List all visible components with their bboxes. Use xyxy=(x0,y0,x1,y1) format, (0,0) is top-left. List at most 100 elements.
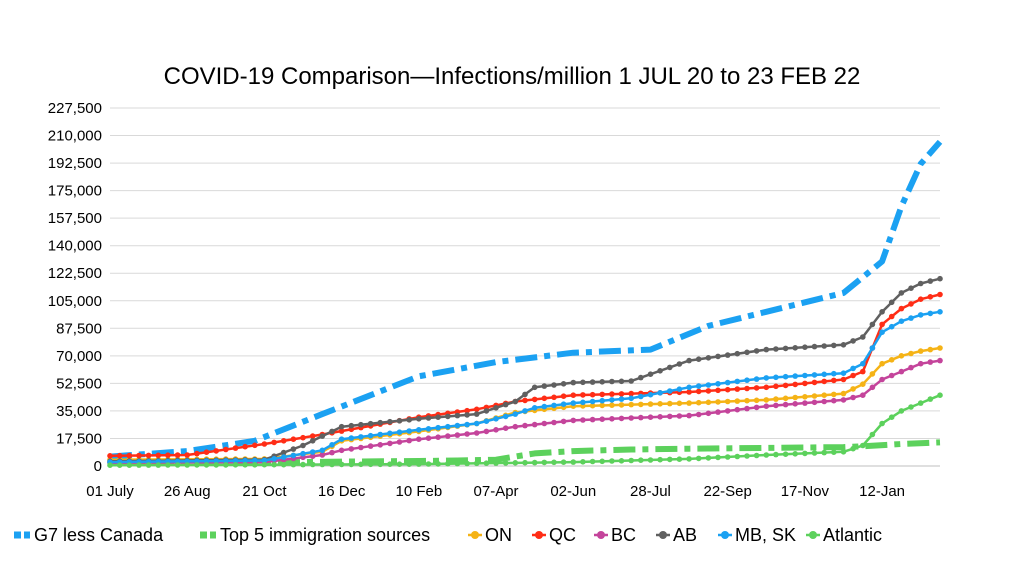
data-point xyxy=(850,445,856,452)
data-point xyxy=(290,452,297,459)
data-point xyxy=(329,428,335,435)
data-point xyxy=(174,462,181,468)
series-on xyxy=(107,345,943,463)
data-point xyxy=(831,449,837,456)
data-point xyxy=(319,447,326,454)
data-point xyxy=(551,394,557,401)
data-point xyxy=(358,444,364,451)
data-point xyxy=(319,452,326,458)
data-point xyxy=(917,400,924,406)
data-point xyxy=(589,458,596,465)
data-point xyxy=(329,461,335,468)
data-point xyxy=(888,414,895,421)
data-point xyxy=(174,452,181,458)
data-point xyxy=(406,461,413,468)
legend-label: QC xyxy=(549,525,576,545)
data-point xyxy=(850,365,856,372)
data-point xyxy=(396,429,403,436)
data-point xyxy=(290,436,297,443)
data-point xyxy=(136,452,142,459)
data-point xyxy=(416,427,422,433)
data-point xyxy=(551,402,557,409)
data-point xyxy=(860,334,866,340)
x-tick-label: 17-Nov xyxy=(781,483,830,500)
data-point xyxy=(657,401,663,407)
data-point xyxy=(695,399,702,406)
legend-marker xyxy=(721,531,729,539)
data-point xyxy=(435,424,441,431)
data-point xyxy=(773,451,779,458)
data-point xyxy=(290,461,297,468)
data-point xyxy=(792,345,798,351)
data-point xyxy=(618,396,625,402)
data-point xyxy=(744,349,750,356)
data-point xyxy=(840,342,847,348)
data-point xyxy=(773,402,779,409)
data-point xyxy=(753,452,760,459)
data-point xyxy=(715,353,721,360)
data-point xyxy=(686,389,692,395)
legend-item: MB, SK xyxy=(718,525,796,545)
data-point xyxy=(213,448,219,454)
data-point xyxy=(541,459,548,466)
data-point xyxy=(396,461,403,468)
data-point xyxy=(831,397,837,404)
y-tick-label: 192,500 xyxy=(48,155,102,172)
data-point xyxy=(647,457,654,463)
data-point xyxy=(917,360,924,367)
data-point xyxy=(860,368,866,375)
data-point xyxy=(580,379,586,386)
data-point xyxy=(657,456,663,463)
data-point xyxy=(541,395,548,402)
data-point xyxy=(309,453,316,460)
data-point xyxy=(821,392,827,399)
data-point xyxy=(589,416,596,423)
data-point xyxy=(599,397,605,404)
data-point xyxy=(280,449,287,456)
data-point xyxy=(309,433,316,439)
data-point xyxy=(396,439,403,445)
data-point xyxy=(570,379,577,386)
data-point xyxy=(763,346,770,353)
data-point xyxy=(831,342,837,349)
data-point xyxy=(638,457,644,464)
data-point xyxy=(831,370,837,377)
data-point xyxy=(744,397,750,404)
data-point xyxy=(860,442,866,449)
data-point xyxy=(416,416,422,422)
data-point xyxy=(165,452,171,459)
data-point xyxy=(686,384,692,391)
data-point xyxy=(667,388,673,394)
data-point xyxy=(792,373,798,379)
data-point xyxy=(676,400,683,407)
data-point xyxy=(425,426,432,432)
data-point xyxy=(580,417,586,423)
data-point xyxy=(879,360,885,367)
x-axis-ticks: 01 July 26 Aug 21 Oct 16 Dec 10 Feb 07-Apr 02-… xyxy=(86,483,905,500)
legend-label: G7 less Canada xyxy=(34,525,164,545)
data-point xyxy=(802,450,808,457)
data-point xyxy=(638,374,644,381)
data-point xyxy=(937,309,943,315)
data-point xyxy=(483,460,490,467)
data-point xyxy=(252,462,258,468)
data-point xyxy=(116,452,123,459)
data-point xyxy=(744,377,750,384)
legend-marker xyxy=(597,531,605,539)
data-point xyxy=(879,329,885,336)
data-point xyxy=(763,397,770,403)
data-point xyxy=(782,373,789,380)
data-point xyxy=(715,387,721,394)
data-point xyxy=(609,416,615,422)
data-point xyxy=(271,456,277,462)
data-point xyxy=(473,411,480,417)
data-point xyxy=(676,386,683,393)
x-tick-label: 10 Feb xyxy=(395,483,442,500)
data-point xyxy=(831,377,837,384)
data-point xyxy=(155,452,162,459)
data-point xyxy=(155,462,162,468)
data-point xyxy=(502,425,509,432)
data-point xyxy=(811,379,818,386)
data-point xyxy=(560,401,567,408)
